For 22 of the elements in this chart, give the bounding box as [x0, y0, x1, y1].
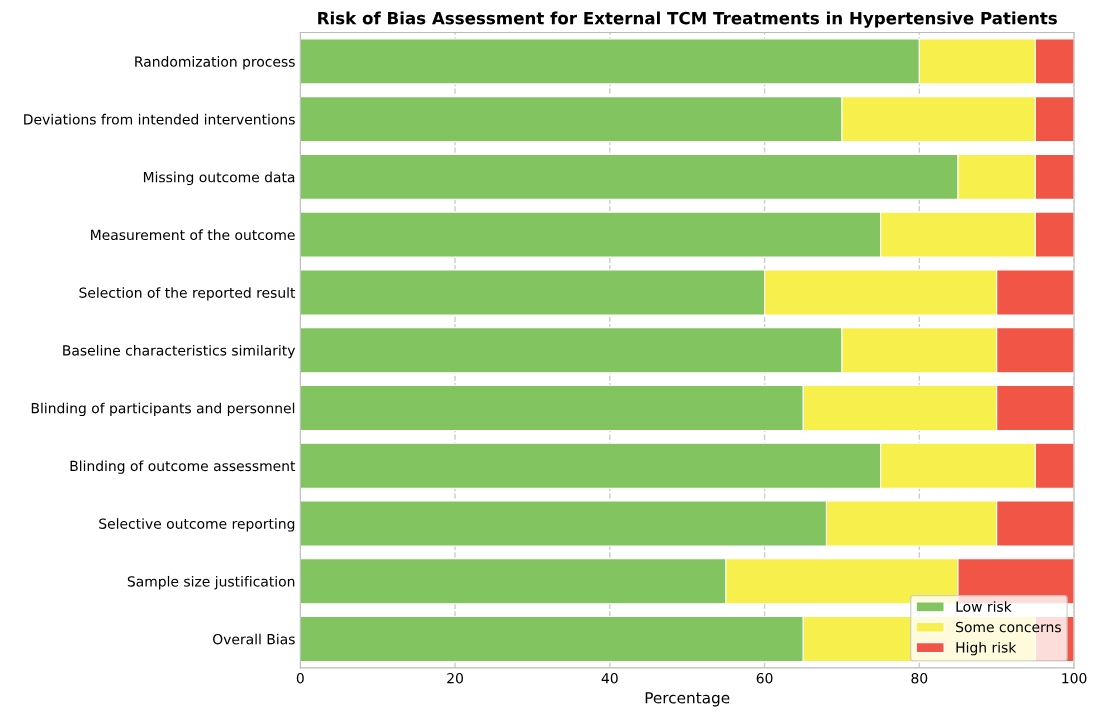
y-tick-label: Randomization process — [135, 56, 295, 70]
legend-label: High risk — [956, 641, 1017, 656]
y-tick-label: Selective outcome reporting — [99, 518, 295, 532]
y-tick-label: Selection of the reported result — [79, 287, 296, 301]
y-tick-label: Measurement of the outcome — [91, 229, 295, 241]
x-tick-label: 60 — [756, 672, 773, 684]
y-tick-label: Deviations from intended interventions — [24, 113, 295, 125]
x-tick-label: 20 — [447, 672, 463, 684]
chart-title: Risk of Bias Assessment for External TCM Treatments in Hypertensive Patients — [318, 11, 1057, 28]
y-tick-label: Blinding of outcome assessment — [70, 460, 296, 474]
x-axis-title: Percentage — [645, 692, 730, 707]
x-tick-label: 40 — [601, 672, 618, 684]
x-tick-label: 80 — [911, 672, 928, 684]
y-tick-label: Sample size justification — [127, 575, 295, 590]
y-tick-label: Missing outcome data — [143, 171, 295, 186]
legend-label: Low risk — [956, 601, 1012, 612]
y-tick-label: Overall Bias — [213, 633, 295, 645]
x-tick-label: 0 — [296, 672, 304, 684]
y-tick-label: Baseline characteristics similarity — [63, 344, 296, 359]
x-tick-label: 100 — [1062, 672, 1087, 684]
legend-label: Some concerns — [956, 621, 1061, 633]
y-tick-label: Blinding of participants and personnel — [31, 402, 295, 417]
